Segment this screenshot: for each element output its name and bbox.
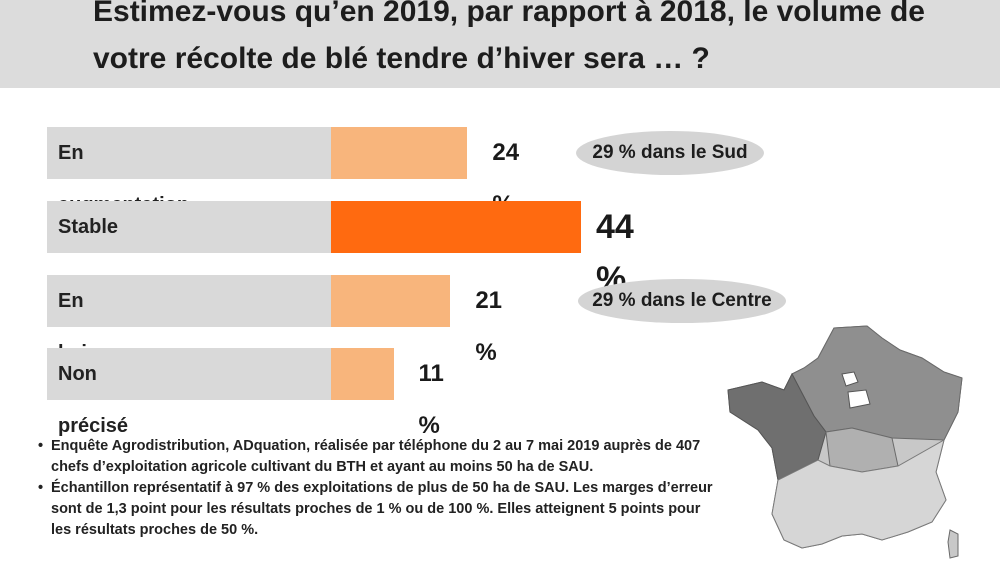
bullet-icon: • [38,438,44,454]
category-label-bg [47,127,331,179]
bar [331,127,468,179]
bar [331,275,451,327]
category-label-bg [47,275,331,327]
note-survey-method: • Enquête Agrodistribution, ADquation, r… [38,436,718,478]
value-label: 21 % [475,287,503,366]
regional-callout: 29 % dans le Centre [578,279,786,323]
regional-callout: 29 % dans le Sud [576,131,764,175]
category-label: Stable [58,216,119,238]
france-map-icon [727,325,963,559]
survey-notes: • Enquête Agrodistribution, ADquation, r… [38,436,718,541]
bar [331,201,581,253]
chart-title: Estimez-vous qu’en 2019, par rapport à 2… [93,0,925,75]
note-text: Enquête Agrodistribution, ADquation, réa… [51,438,701,475]
note-sample-margin: • Échantillon représentatif à 97 % des e… [38,478,718,541]
bar [331,348,394,400]
category-label-bg [47,348,331,400]
category-label: Non précisé [58,363,129,437]
value-label: 11 % [418,360,444,439]
note-text: Échantillon représentatif à 97 % des exp… [51,480,713,538]
bullet-icon: • [38,480,44,496]
header-band: Estimez-vous qu’en 2019, par rapport à 2… [0,0,1000,88]
category-label-bg [47,201,331,253]
